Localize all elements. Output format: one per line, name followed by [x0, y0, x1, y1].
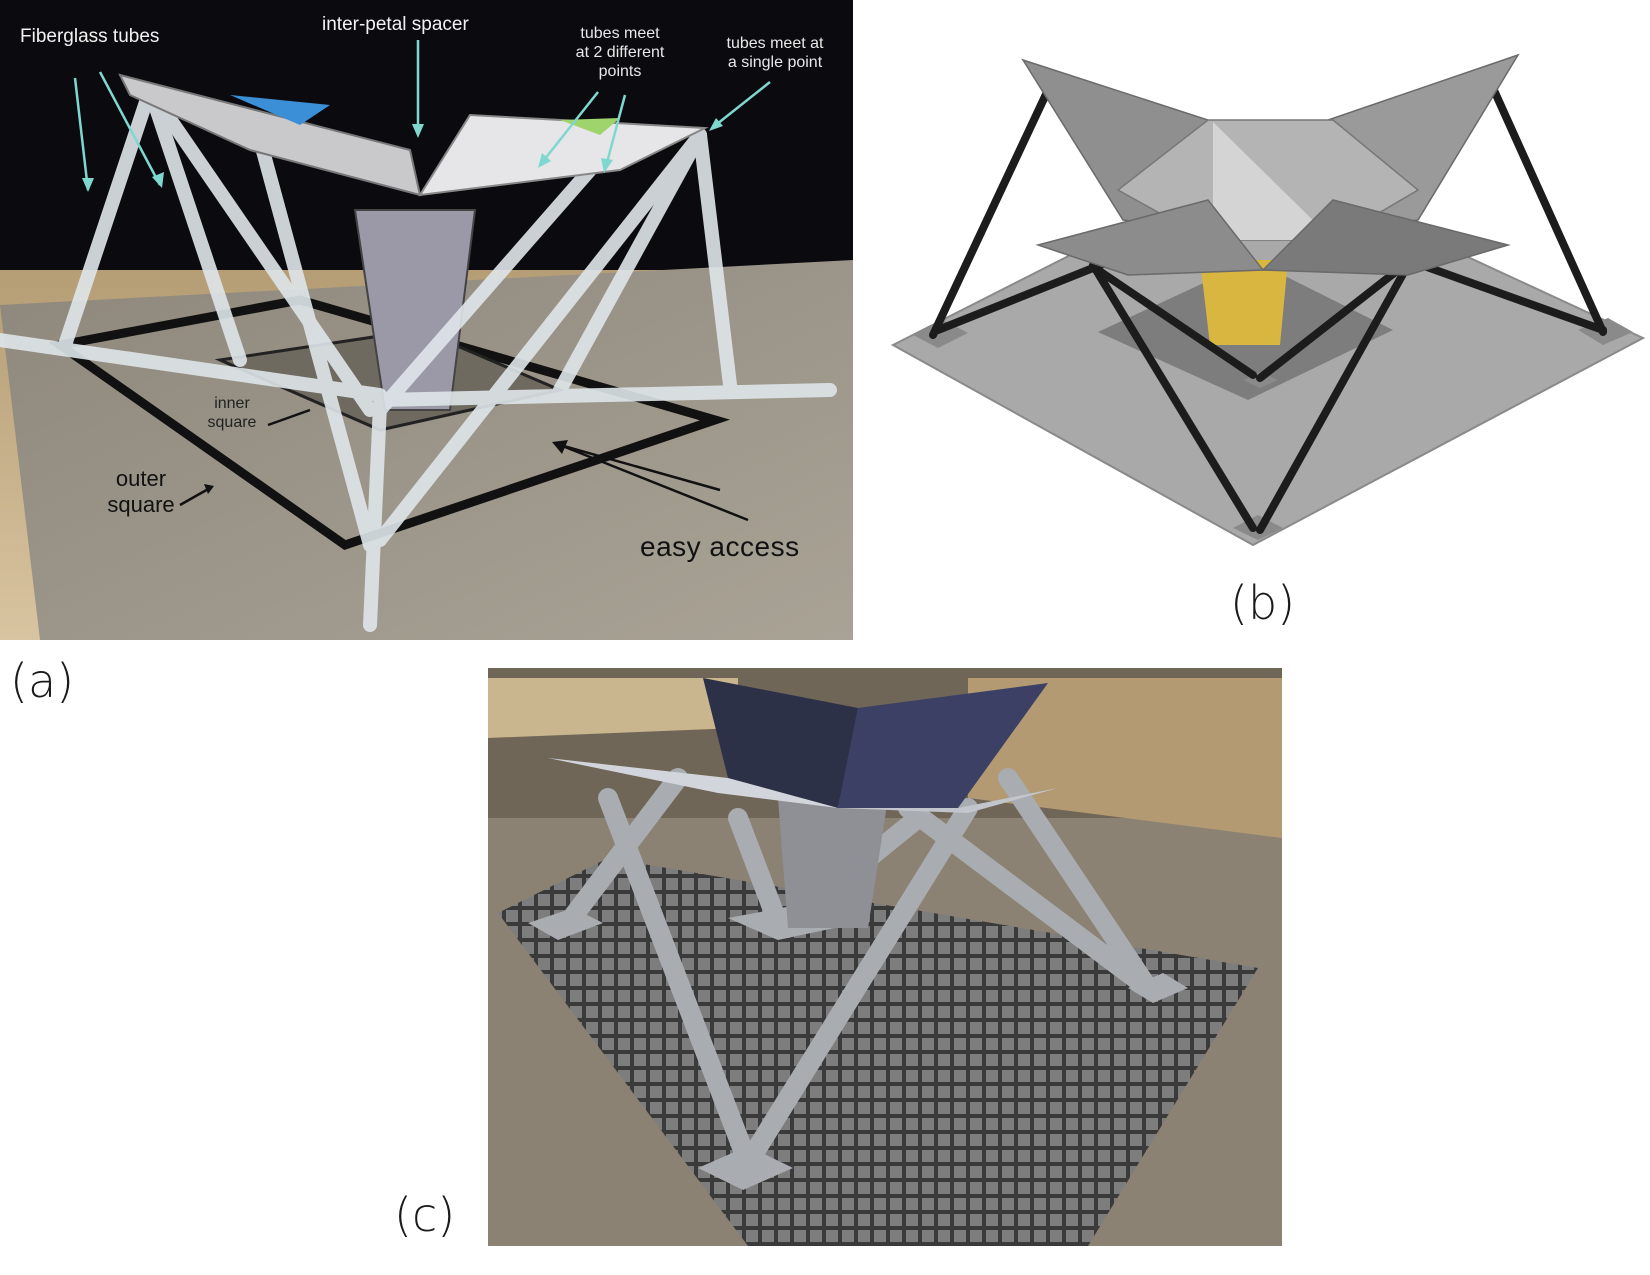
steel-petal-front-right: [838, 788, 1058, 813]
render-core: [1200, 260, 1288, 345]
panel-b-rendering: [888, 40, 1648, 560]
label-outer-square: outer square: [107, 466, 175, 517]
workbench: [968, 678, 1282, 838]
petal-left: [118, 73, 422, 197]
petal-sticker: [230, 95, 330, 125]
panel-c-illustration: [488, 668, 1282, 1246]
steel-petal-back-right: [838, 683, 1048, 808]
steel-petal-front-left: [548, 758, 838, 808]
annotation-arrows: [73, 40, 771, 191]
table-top: [488, 678, 738, 738]
cardboard-base: [0, 260, 853, 640]
tube: [58, 83, 157, 352]
label-fiberglass-tubes: Fiberglass tubes: [20, 26, 160, 47]
panel-a-illustration: [0, 0, 853, 640]
label-inter-petal-spacer: inter-petal spacer: [322, 14, 469, 35]
panel-b-label: (b): [1230, 576, 1296, 630]
tube: [363, 398, 387, 632]
steel-petal-back-left: [703, 678, 858, 808]
steel-core: [778, 798, 888, 928]
tube: [143, 83, 377, 417]
tube: [253, 133, 377, 552]
tube: [693, 128, 737, 392]
dark-arrows: [179, 408, 749, 522]
central-core: [353, 209, 477, 411]
label-tubes-meet-single-point: tubes meet at a single point: [726, 35, 824, 71]
fiberglass-tube-group: [0, 83, 837, 632]
render-petal-face: [1213, 122, 1333, 240]
label-easy-access: easy access: [640, 531, 800, 562]
render-petal-front-right: [1261, 199, 1511, 276]
tube: [373, 163, 597, 417]
panel-c-photo: [488, 668, 1282, 1246]
tube: [0, 333, 387, 402]
tube: [373, 383, 837, 407]
label-inner-square: inner square: [207, 395, 257, 431]
panel-a-label: (a): [10, 654, 75, 708]
render-struts: [929, 84, 1607, 534]
tube: [553, 128, 707, 397]
label-tubes-meet-two-points: tubes meet at 2 different points: [575, 25, 665, 80]
panel-a-photo: Fiberglass tubes inter-petal spacer tube…: [0, 0, 853, 640]
floor-grating: [498, 858, 1258, 1246]
panel-b-illustration: [890, 53, 1646, 547]
tube: [143, 83, 247, 367]
panel-c-label: (c): [394, 1188, 456, 1242]
annotation-arrowheads: [82, 118, 723, 192]
petal-right: [418, 113, 709, 197]
tube: [373, 128, 707, 547]
